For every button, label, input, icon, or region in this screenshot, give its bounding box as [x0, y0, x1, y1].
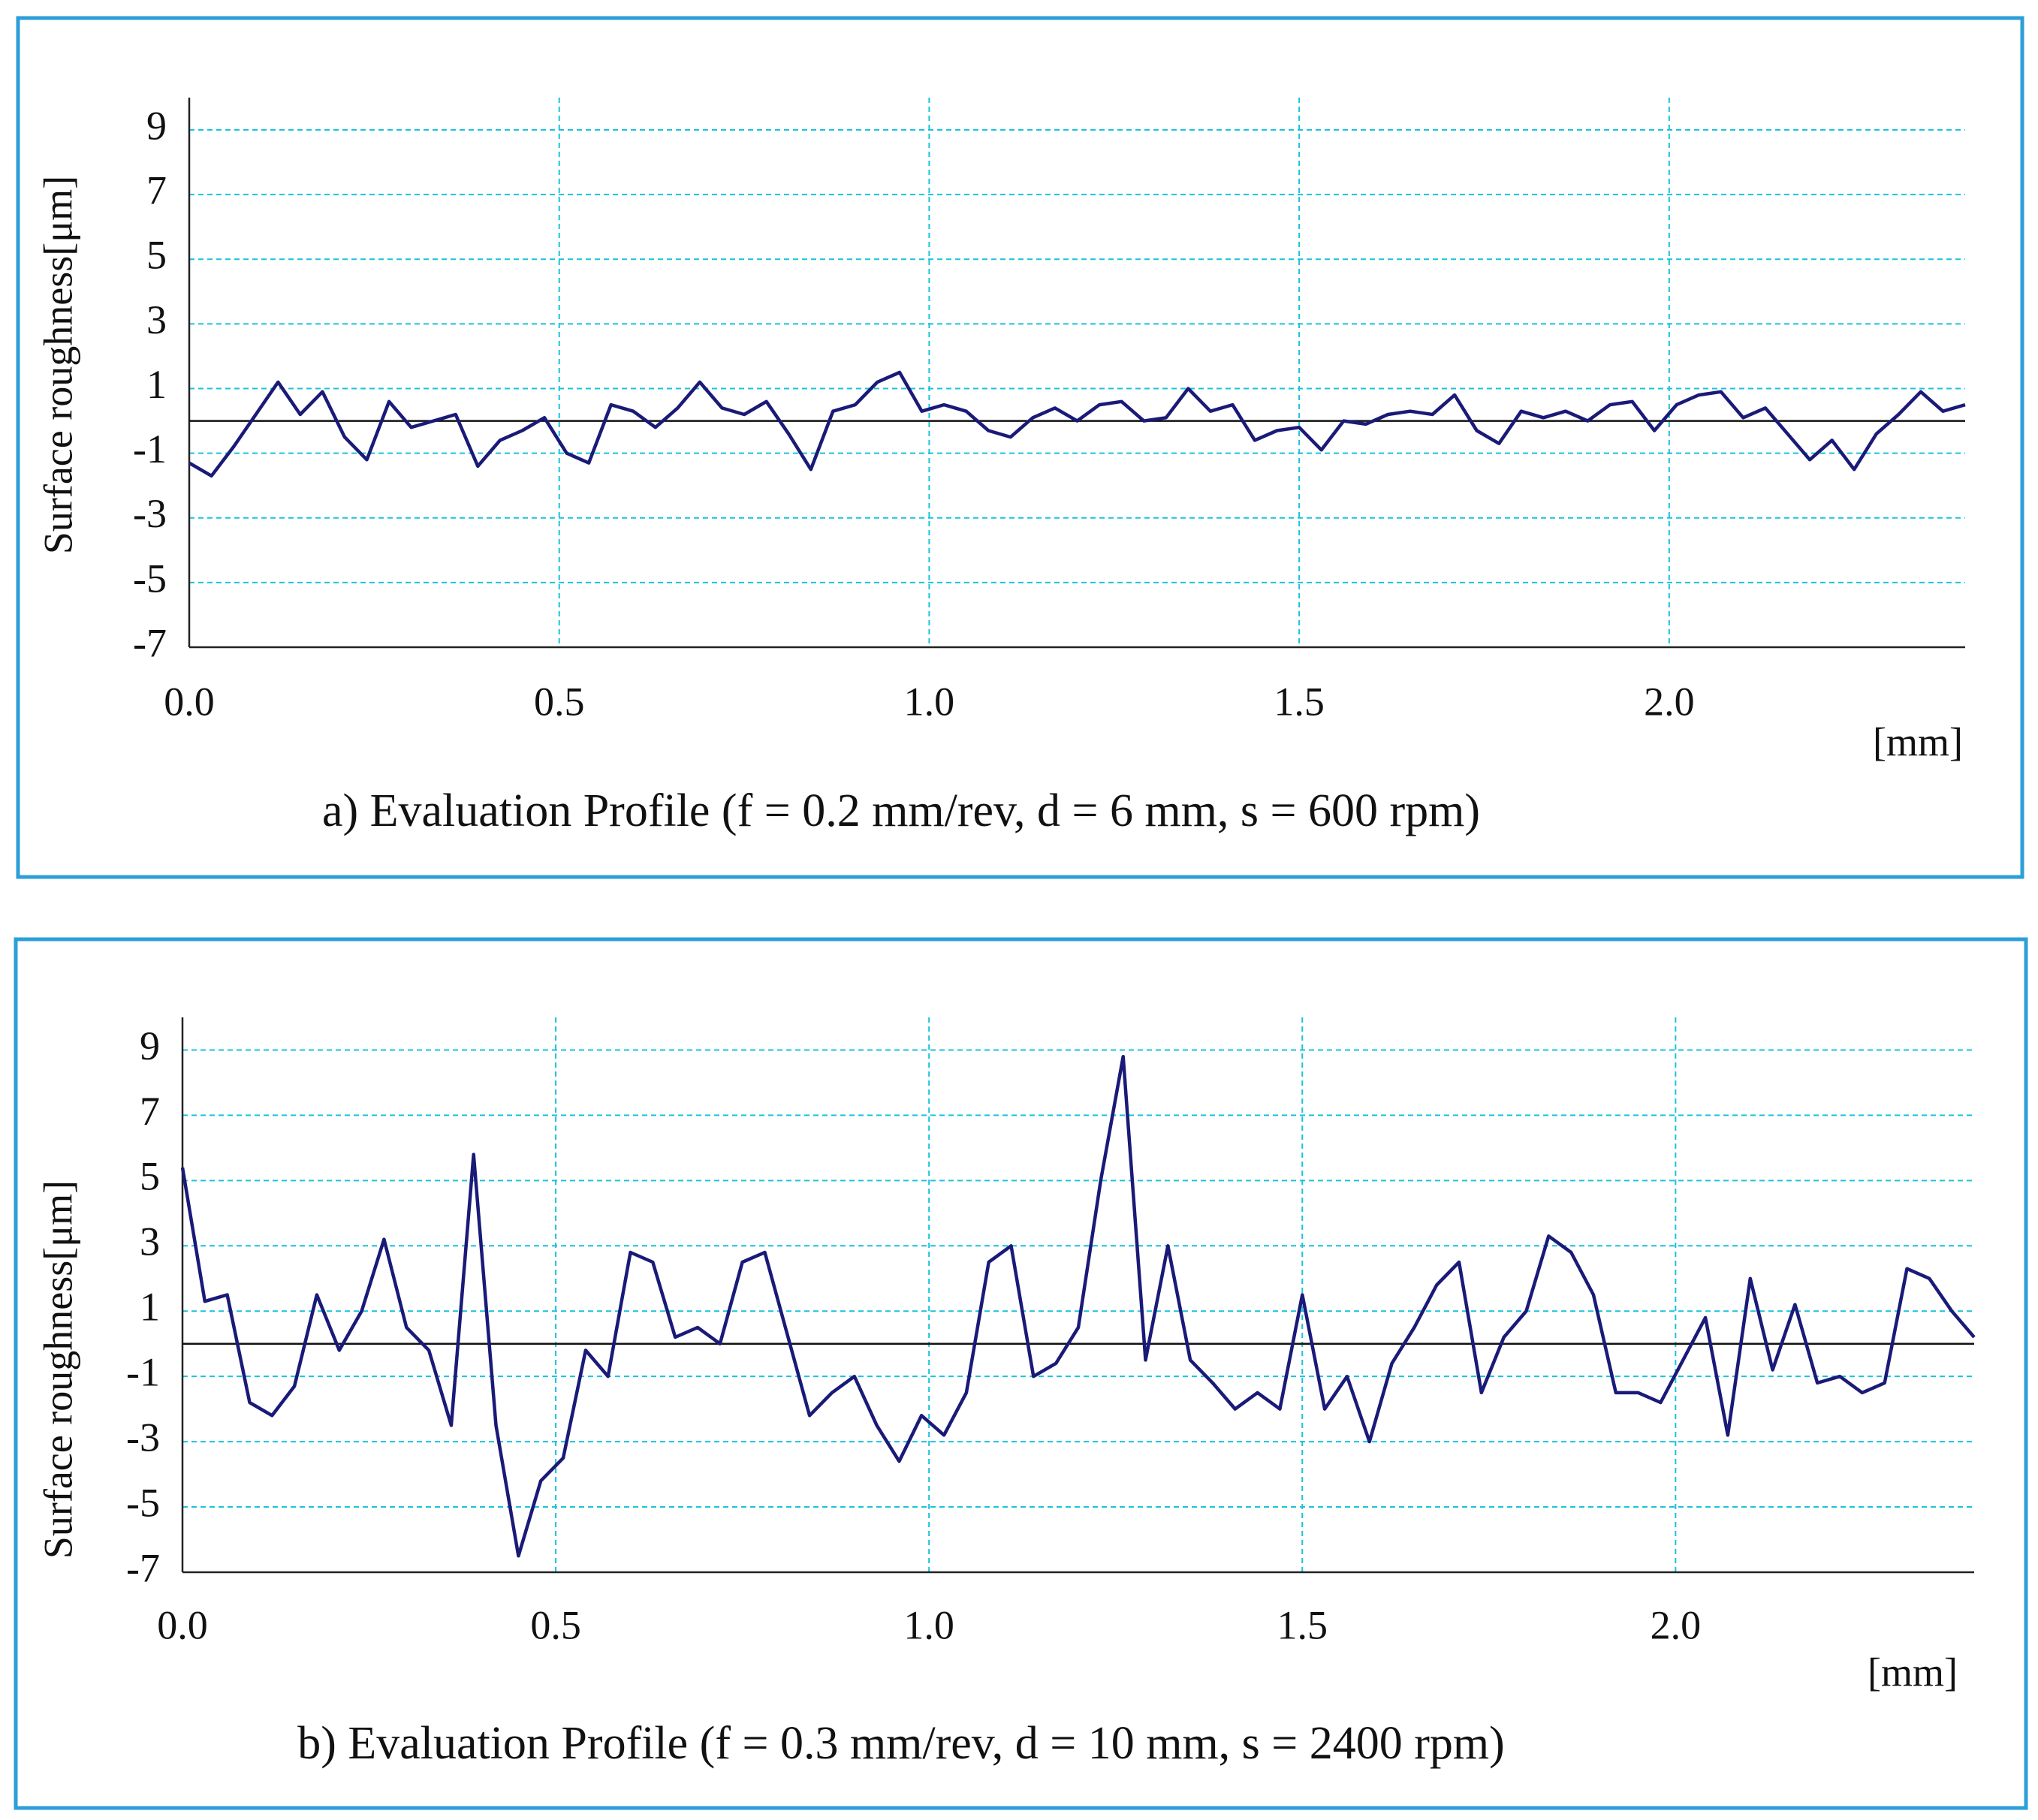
y-tick-label: 7	[140, 1089, 160, 1134]
y-tick-label: 9	[146, 103, 167, 148]
profile-line	[188, 370, 1966, 478]
x-tick-label: 0.5	[534, 679, 585, 724]
y-tick-label: -5	[126, 1480, 160, 1525]
x-tick-label: 0.0	[157, 1602, 208, 1647]
y-tick-label: -3	[133, 491, 167, 536]
y-tick-label: 3	[146, 297, 167, 342]
x-tick-label: 0.0	[164, 679, 215, 724]
y-tick-label: -1	[133, 426, 167, 472]
x-tick-label: 2.0	[1644, 679, 1695, 724]
x-tick-label: 1.0	[903, 1602, 954, 1647]
y-tick-label: 5	[140, 1154, 160, 1199]
y-tick-label: 3	[140, 1219, 160, 1264]
x-tick-label: 1.5	[1274, 679, 1325, 724]
y-tick-label: -7	[133, 620, 167, 665]
y-tick-label: 1	[140, 1285, 160, 1330]
y-tick-label: 1	[146, 362, 167, 407]
x-axis-label: [mm]	[1873, 719, 1963, 764]
y-tick-label: 7	[146, 168, 167, 213]
panel-border	[14, 937, 2028, 1810]
x-tick-label: 2.0	[1651, 1602, 1702, 1647]
y-tick-label: -3	[126, 1415, 160, 1460]
y-axis-label: Surface roughness[μm]	[35, 176, 80, 554]
y-tick-label: -1	[126, 1350, 160, 1395]
profile-line	[180, 1054, 1976, 1558]
panel-border	[16, 16, 2024, 879]
x-tick-label: 1.5	[1277, 1602, 1328, 1647]
y-tick-label: 5	[146, 233, 167, 278]
x-tick-label: 0.5	[530, 1602, 581, 1647]
x-axis-label: [mm]	[1868, 1650, 1958, 1695]
y-axis-label: Surface roughness[μm]	[35, 1180, 80, 1559]
y-tick-label: 9	[140, 1023, 160, 1068]
x-tick-label: 1.0	[904, 679, 955, 724]
chart-caption: a) Evaluation Profile (f = 0.2 mm/rev, d…	[322, 785, 1480, 836]
y-tick-label: -7	[126, 1545, 160, 1590]
y-tick-label: -5	[133, 556, 167, 601]
chart-caption: b) Evaluation Profile (f = 0.3 mm/rev, d…	[297, 1718, 1505, 1769]
